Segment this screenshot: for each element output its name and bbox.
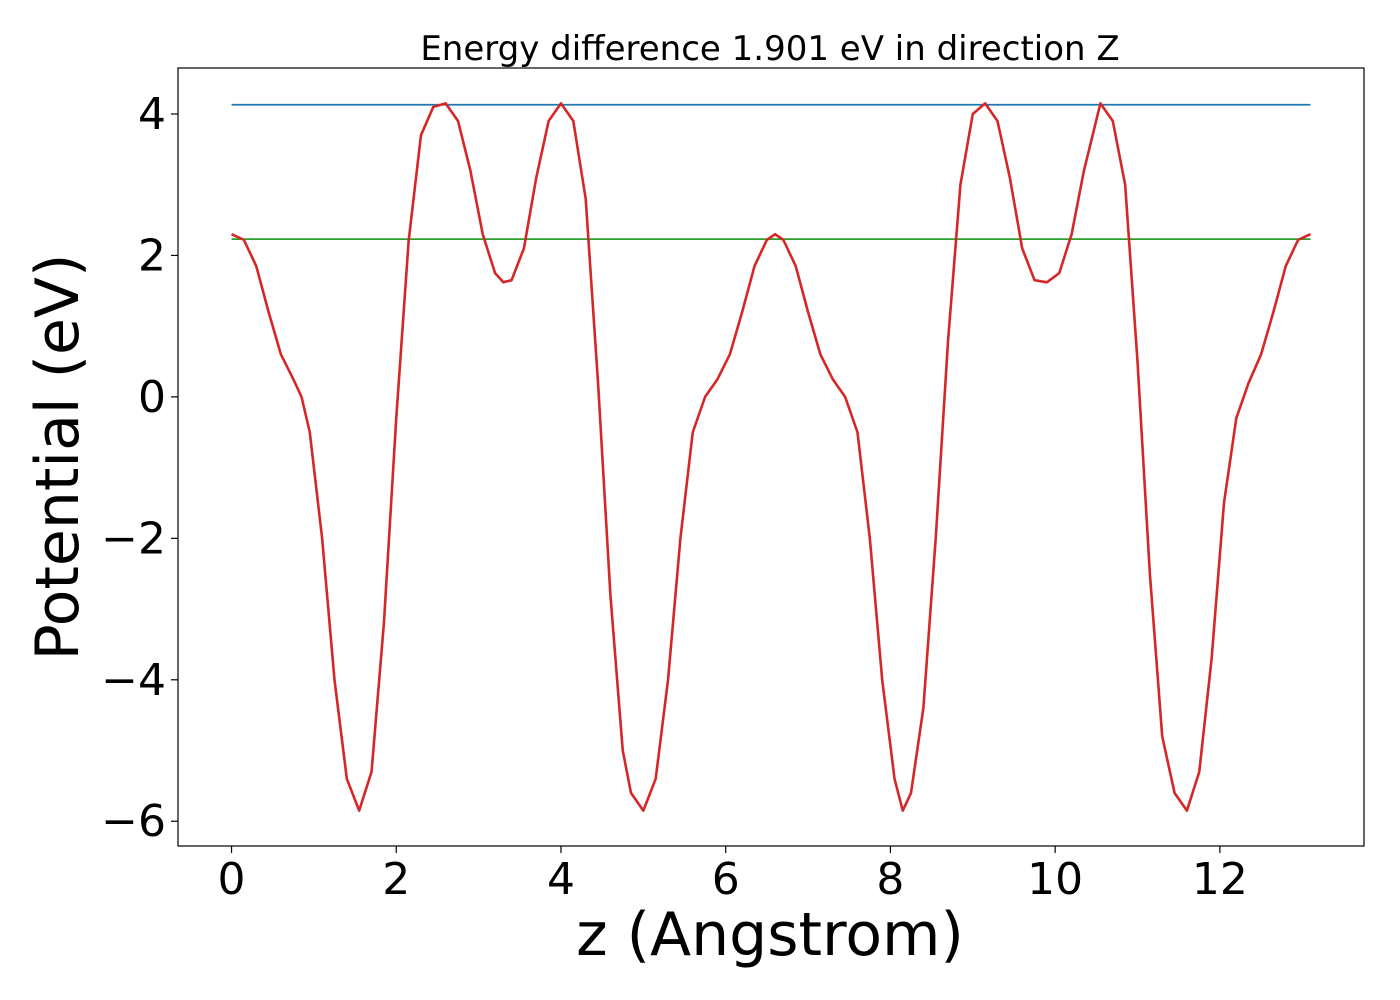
x-tick-label: 0 [218, 854, 246, 905]
x-tick-label: 8 [876, 854, 904, 905]
series-line-potential [230, 102, 1312, 812]
y-axis-label: Potential (eV) [23, 254, 93, 661]
y-axis-ticks: 4 2 0 −2 −4 −6 [101, 89, 178, 847]
y-tick-label: −4 [101, 655, 166, 706]
x-tick-label: 12 [1192, 854, 1248, 905]
y-tick-label: 0 [138, 372, 166, 423]
x-tick-label: 6 [712, 854, 740, 905]
x-axis-label: z (Angstrom) [576, 900, 964, 970]
y-tick-label: −6 [101, 796, 166, 847]
x-axis-ticks: 0 2 4 6 8 10 12 [218, 846, 1248, 905]
y-tick-label: −2 [101, 513, 166, 564]
x-tick-label: 10 [1027, 854, 1083, 905]
plot-frame [177, 67, 1365, 847]
y-tick-label: 4 [138, 89, 166, 140]
plot-area [230, 102, 1312, 812]
x-tick-label: 2 [382, 854, 410, 905]
y-tick-label: 2 [138, 230, 166, 281]
chart-title: Energy difference 1.901 eV in direction … [420, 29, 1119, 69]
x-tick-label: 4 [547, 854, 575, 905]
